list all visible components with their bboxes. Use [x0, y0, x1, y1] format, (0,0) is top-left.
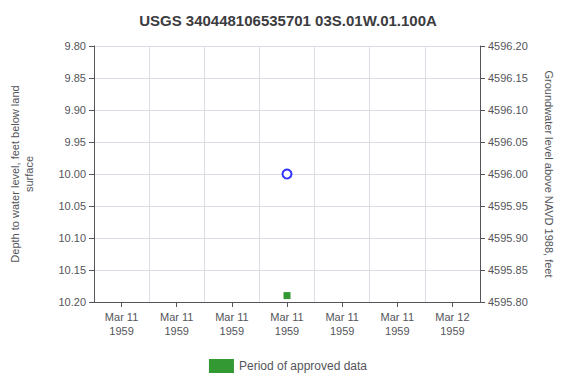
- svg-text:Depth to water level, feet bel: Depth to water level, feet below land: [9, 85, 21, 262]
- svg-text:9.85: 9.85: [65, 72, 86, 84]
- svg-text:1959: 1959: [330, 325, 354, 337]
- svg-text:Mar 11: Mar 11: [105, 311, 138, 323]
- svg-text:Mar 12: Mar 12: [435, 311, 469, 323]
- svg-text:9.90: 9.90: [65, 104, 86, 116]
- svg-text:9.95: 9.95: [65, 136, 86, 148]
- svg-text:4596.05: 4596.05: [488, 136, 528, 148]
- svg-text:10.10: 10.10: [58, 232, 86, 244]
- svg-text:Mar 11: Mar 11: [160, 311, 193, 323]
- svg-text:1959: 1959: [440, 325, 464, 337]
- svg-text:4595.80: 4595.80: [488, 296, 528, 308]
- svg-text:surface: surface: [23, 156, 35, 192]
- svg-text:Mar 11: Mar 11: [270, 311, 303, 323]
- svg-text:1959: 1959: [164, 325, 188, 337]
- svg-text:10.20: 10.20: [58, 296, 86, 308]
- svg-text:1959: 1959: [220, 325, 244, 337]
- svg-text:Mar 11: Mar 11: [381, 311, 414, 323]
- svg-text:Groundwater level above NAVD 1: Groundwater level above NAVD 1988, feet: [543, 70, 555, 277]
- svg-text:10.00: 10.00: [58, 168, 86, 180]
- svg-text:1959: 1959: [109, 325, 133, 337]
- svg-text:9.80: 9.80: [65, 40, 86, 52]
- svg-text:4595.85: 4595.85: [488, 264, 528, 276]
- svg-text:4596.20: 4596.20: [488, 40, 528, 52]
- svg-text:4596.15: 4596.15: [488, 72, 528, 84]
- svg-text:Mar 11: Mar 11: [215, 311, 248, 323]
- svg-text:4596.10: 4596.10: [488, 104, 528, 116]
- svg-text:1959: 1959: [275, 325, 299, 337]
- svg-text:1959: 1959: [385, 325, 409, 337]
- svg-text:4595.90: 4595.90: [488, 232, 528, 244]
- svg-text:10.05: 10.05: [58, 200, 86, 212]
- svg-text:10.15: 10.15: [58, 264, 86, 276]
- svg-text:Period of approved data: Period of approved data: [239, 359, 367, 373]
- svg-text:Mar 11: Mar 11: [325, 311, 358, 323]
- svg-text:4595.95: 4595.95: [488, 200, 528, 212]
- svg-text:USGS 340448106535701 03S.01W.0: USGS 340448106535701 03S.01W.01.100A: [139, 12, 437, 29]
- svg-text:4596.00: 4596.00: [488, 168, 528, 180]
